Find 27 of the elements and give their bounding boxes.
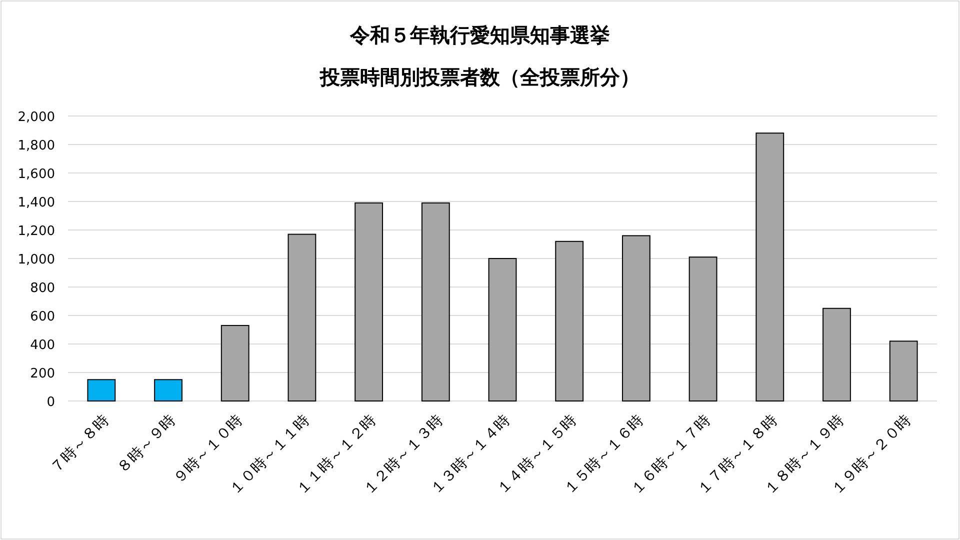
bar — [889, 340, 918, 402]
bar — [354, 202, 384, 402]
y-tick-label: 2,000 — [18, 110, 55, 125]
y-tick-label: 400 — [30, 338, 55, 353]
y-tick-label: 1,000 — [18, 252, 55, 268]
y-tick-label: 0 — [46, 395, 55, 410]
bar — [154, 379, 182, 402]
bar — [688, 256, 718, 402]
y-tick-label: 1,800 — [18, 138, 55, 154]
bar — [220, 324, 250, 402]
bar — [756, 132, 784, 402]
chart-subtitle: 投票時間別投票者数（全投票所分） — [319, 65, 640, 89]
chart-title: 令和５年執行愛知県知事選挙 — [349, 23, 610, 47]
y-tick-label: 1,400 — [18, 196, 55, 210]
bar — [555, 240, 584, 402]
bar — [288, 234, 316, 402]
bar — [421, 202, 450, 402]
y-tick-label: 600 — [30, 310, 55, 324]
y-tick-label: 1,200 — [18, 224, 55, 239]
y-tick-label: 800 — [30, 281, 55, 296]
bar — [87, 379, 116, 402]
bar — [488, 258, 517, 402]
y-tick-label: 200 — [30, 366, 55, 382]
bar — [822, 308, 851, 402]
bar — [622, 235, 650, 402]
y-tick-label: 1,600 — [18, 167, 55, 182]
x-tick-label: ７時～８時 — [46, 411, 112, 477]
